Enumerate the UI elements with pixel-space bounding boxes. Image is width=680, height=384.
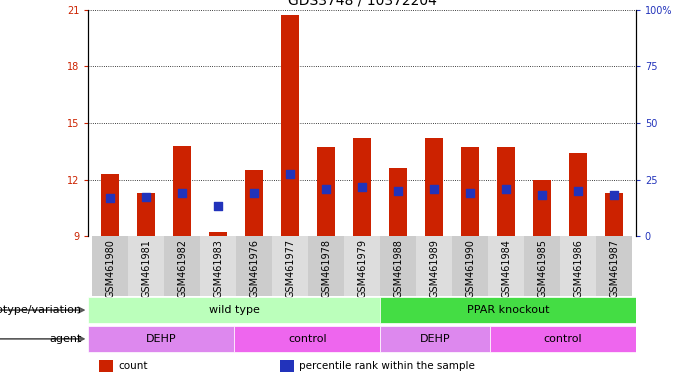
Text: agent: agent <box>49 334 82 344</box>
Text: PPAR knockout: PPAR knockout <box>467 305 549 315</box>
Text: GSM461978: GSM461978 <box>321 239 331 298</box>
Bar <box>452 236 488 296</box>
Text: DEHP: DEHP <box>146 334 177 344</box>
Point <box>177 190 188 196</box>
Bar <box>569 153 588 236</box>
Bar <box>101 174 119 236</box>
Text: DEHP: DEHP <box>420 334 450 344</box>
Text: GSM461979: GSM461979 <box>357 239 367 298</box>
Point <box>321 186 332 192</box>
Point <box>537 192 547 198</box>
Bar <box>344 236 380 296</box>
Bar <box>272 236 308 296</box>
Point <box>249 190 260 196</box>
Text: GSM461985: GSM461985 <box>537 239 547 298</box>
Text: control: control <box>543 334 582 344</box>
Bar <box>92 236 128 296</box>
Point <box>609 192 619 198</box>
Text: GSM461982: GSM461982 <box>177 239 187 298</box>
Bar <box>425 138 443 236</box>
Bar <box>209 232 227 236</box>
Bar <box>245 170 263 236</box>
Bar <box>88 297 380 323</box>
Point <box>141 194 152 200</box>
Bar <box>461 147 479 236</box>
Bar <box>605 193 623 236</box>
Bar <box>173 146 191 236</box>
Bar <box>235 326 380 352</box>
Bar <box>128 236 164 296</box>
Text: control: control <box>288 334 326 344</box>
Text: genotype/variation: genotype/variation <box>0 305 82 315</box>
Bar <box>490 326 636 352</box>
Point <box>213 203 224 209</box>
Text: count: count <box>118 361 148 371</box>
Text: wild type: wild type <box>209 305 260 315</box>
Bar <box>281 15 299 236</box>
Point <box>573 188 583 194</box>
Text: GSM461983: GSM461983 <box>213 239 223 298</box>
Point <box>464 190 475 196</box>
Text: GSM461980: GSM461980 <box>105 239 115 298</box>
Text: GSM461990: GSM461990 <box>465 239 475 298</box>
Text: percentile rank within the sample: percentile rank within the sample <box>299 361 475 371</box>
Bar <box>524 236 560 296</box>
Bar <box>416 236 452 296</box>
Text: GSM461977: GSM461977 <box>285 239 295 298</box>
Point <box>357 184 368 190</box>
Bar <box>560 236 596 296</box>
Bar <box>280 360 294 372</box>
Bar <box>99 360 113 372</box>
Bar <box>488 236 524 296</box>
Bar <box>88 326 235 352</box>
Bar <box>164 236 200 296</box>
Point <box>392 188 403 194</box>
Bar <box>533 180 551 236</box>
Bar <box>317 147 335 236</box>
Text: GSM461988: GSM461988 <box>393 239 403 298</box>
Text: GSM461986: GSM461986 <box>573 239 583 298</box>
Title: GDS3748 / 10372204: GDS3748 / 10372204 <box>288 0 437 7</box>
Bar <box>380 297 636 323</box>
Bar <box>380 236 416 296</box>
Bar <box>497 147 515 236</box>
Bar <box>236 236 272 296</box>
Bar <box>380 326 490 352</box>
Bar <box>389 168 407 236</box>
Bar <box>308 236 344 296</box>
Text: GSM461976: GSM461976 <box>249 239 259 298</box>
Bar <box>137 193 155 236</box>
Text: GSM461989: GSM461989 <box>429 239 439 298</box>
Bar <box>200 236 236 296</box>
Bar <box>596 236 632 296</box>
Text: GSM461984: GSM461984 <box>501 239 511 298</box>
Point <box>105 195 116 202</box>
Bar <box>353 138 371 236</box>
Text: GSM461981: GSM461981 <box>141 239 151 298</box>
Point <box>500 186 511 192</box>
Text: GSM461987: GSM461987 <box>609 239 619 298</box>
Point <box>285 171 296 177</box>
Point <box>428 186 439 192</box>
